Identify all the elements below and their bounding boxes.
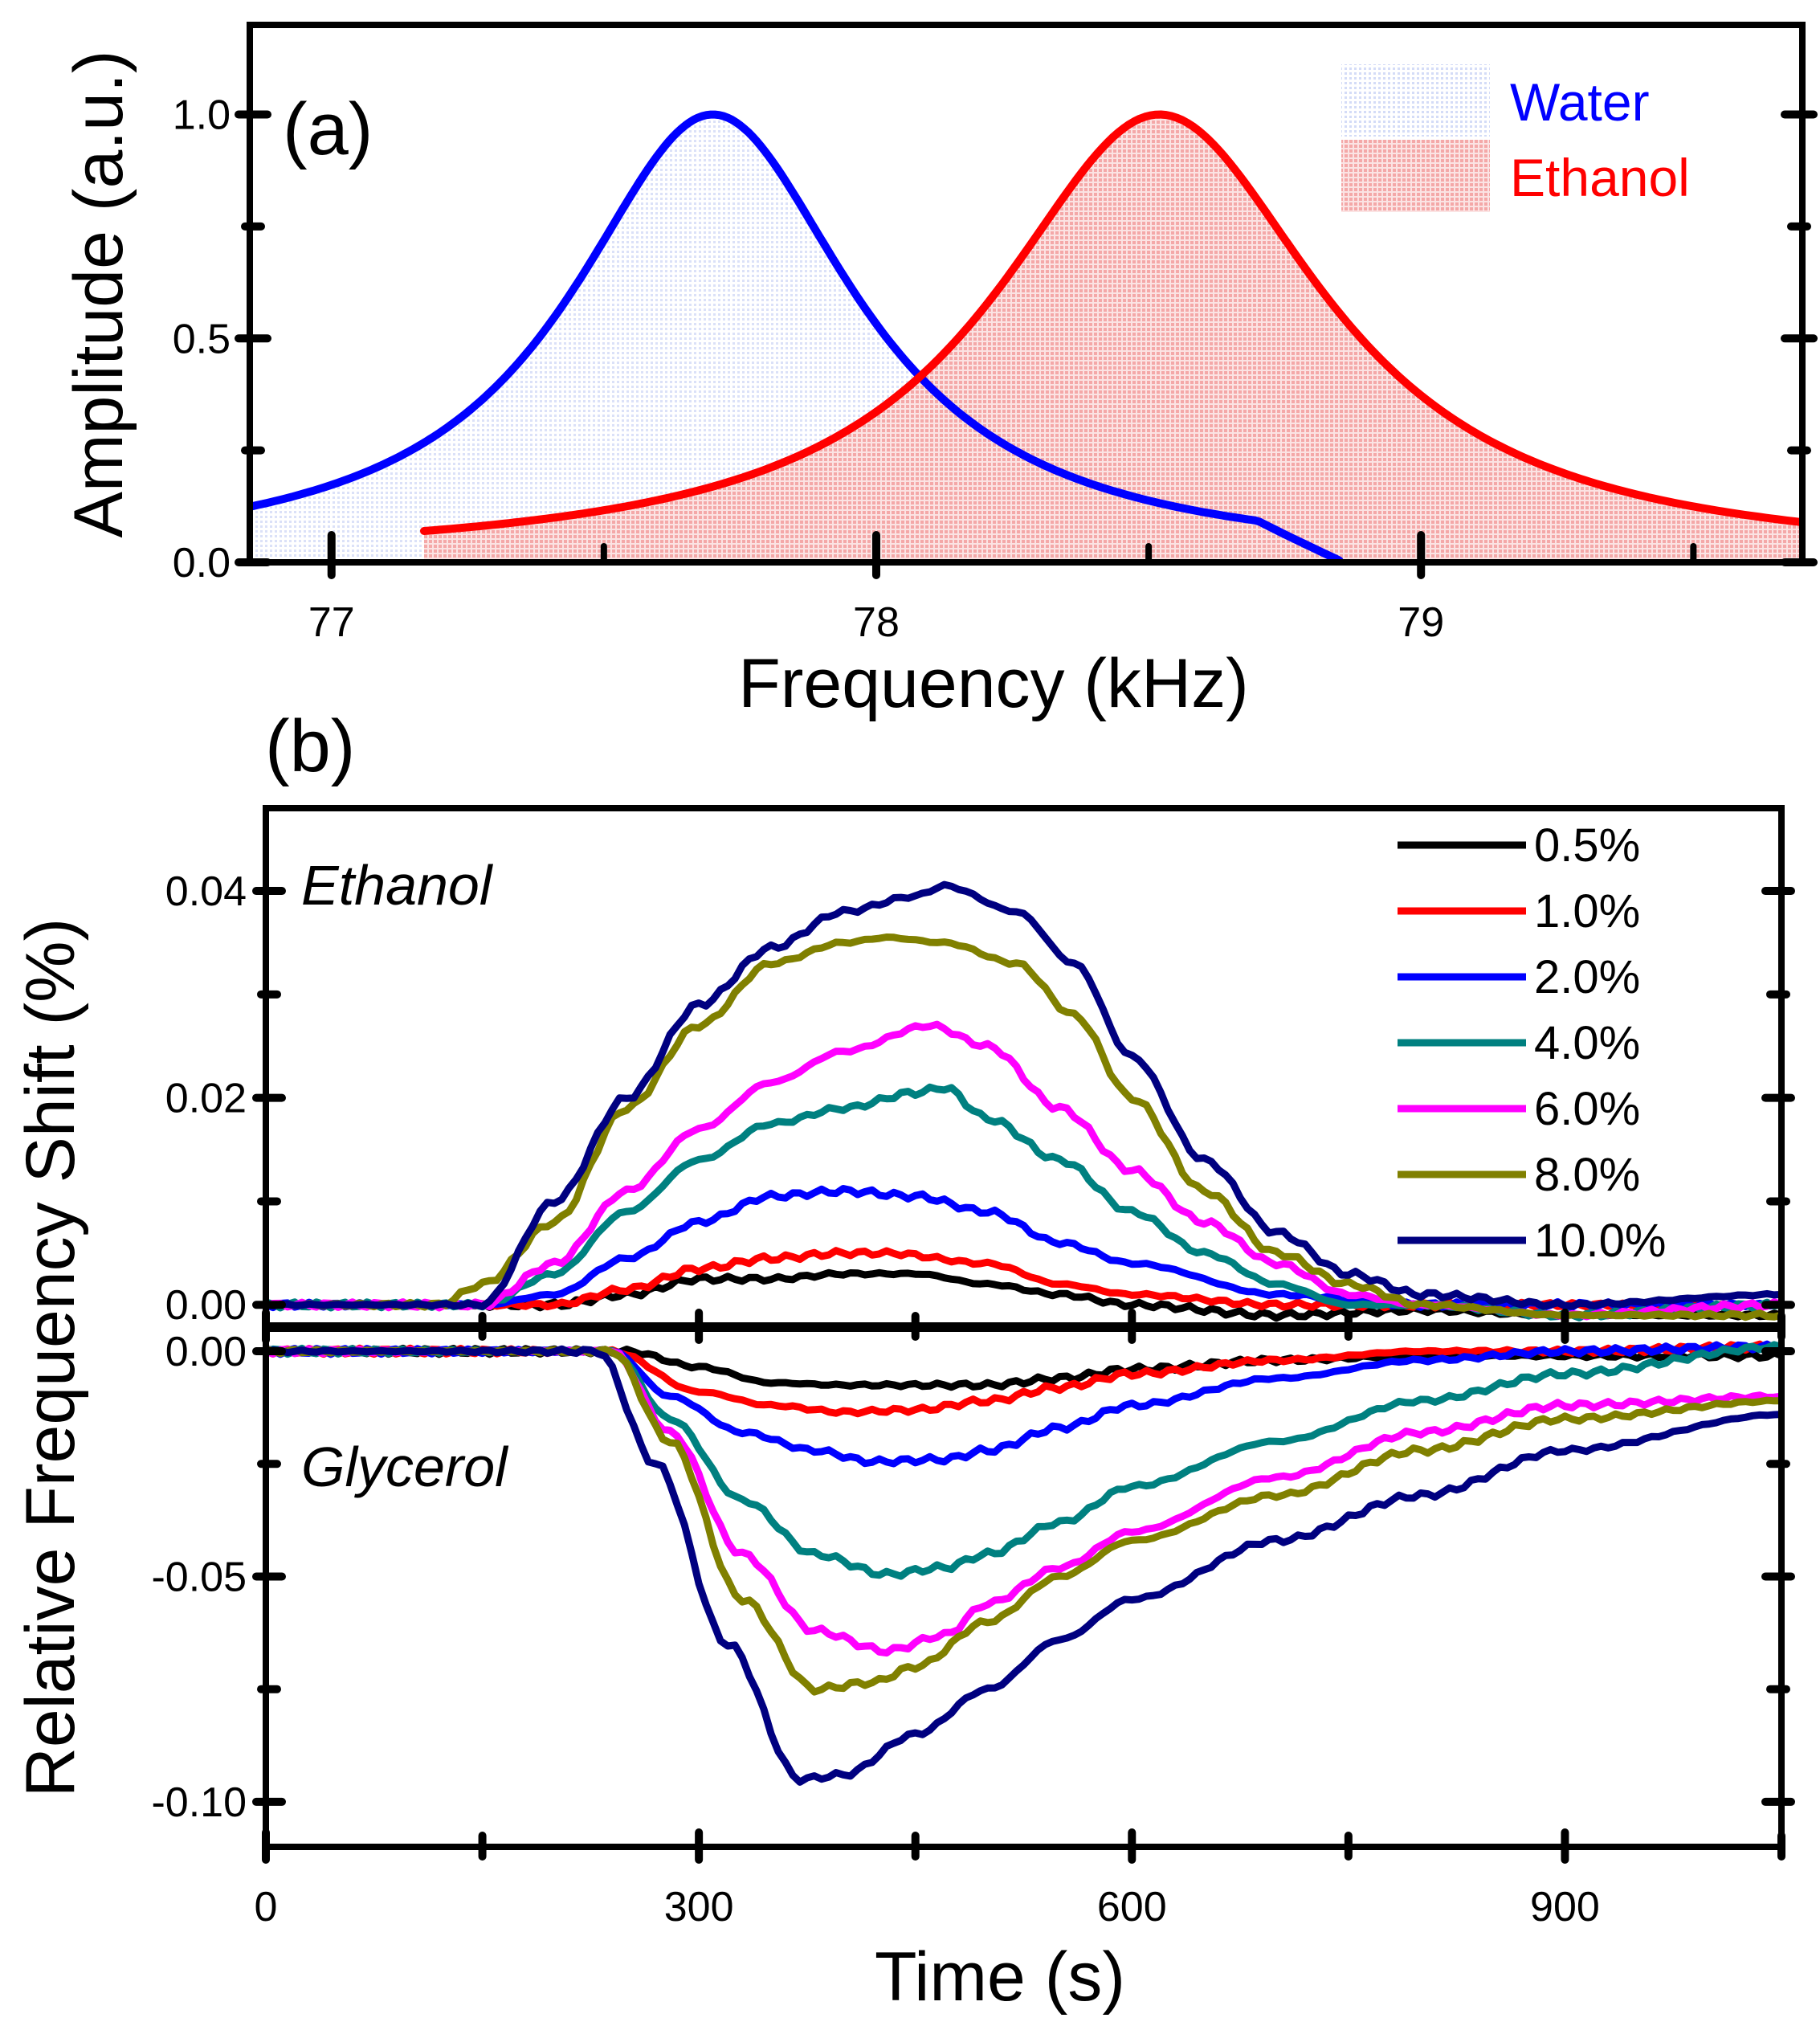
- y-tick-label: 0.5: [173, 316, 231, 362]
- x-tick-label: 77: [308, 599, 355, 646]
- panel-b-glycerol-frame: [263, 1326, 1785, 1850]
- glycerol-annotation: Glycerol: [301, 1436, 509, 1498]
- panel-b-label: (b): [265, 705, 355, 787]
- legend-swatch-water: [1341, 64, 1490, 137]
- series-ethanol-area: [424, 114, 1802, 562]
- y-tick-label-glycerol: -0.05: [151, 1554, 247, 1600]
- panel-a-label: (a): [283, 88, 373, 170]
- y-tick-label-ethanol: 0.02: [165, 1076, 247, 1122]
- panel-a: (a) 77 78 79 0.0 0.5 1.0 Water Ethanol Frequen…: [60, 22, 1818, 722]
- legend-swatch-ethanol: [1341, 140, 1490, 212]
- y-tick-label: 0.0: [173, 540, 231, 586]
- panel-b-ethanol-lines: [266, 880, 1781, 1322]
- legend-label-water: Water: [1510, 72, 1650, 132]
- y-tick-label-ethanol: 0.00: [165, 1282, 247, 1329]
- legend-label-2-0: 2.0%: [1534, 951, 1640, 1003]
- panel-b: (b) 0 300 600 900 0.00 0.02 0.04 0.00 -0.05 -0.10…: [12, 705, 1795, 2016]
- x-tick-label: 0: [255, 1884, 278, 1930]
- panel-b-x-axis-title: Time (s): [875, 1938, 1125, 2016]
- x-tick-label: 78: [853, 599, 900, 646]
- legend-label-4-0: 4.0%: [1534, 1017, 1640, 1069]
- x-tick-label: 900: [1530, 1884, 1600, 1930]
- series-water-line: [250, 110, 1344, 562]
- legend-label-10-0: 10.0%: [1534, 1215, 1666, 1267]
- ethanol-annotation: Ethanol: [301, 854, 494, 917]
- y-tick-label-glycerol: -0.10: [151, 1779, 247, 1826]
- glycerol-series-10-0: [266, 1345, 1781, 1786]
- legend-label-0-5: 0.5%: [1534, 819, 1640, 872]
- panel-a-lines: [250, 110, 1802, 562]
- x-tick-label: 600: [1097, 1884, 1167, 1930]
- panel-a-x-axis-title: Frequency (kHz): [738, 645, 1249, 722]
- panel-b-y-axis-title: Relative Frequency Shift (%): [12, 918, 89, 1798]
- x-tick-label: 300: [664, 1884, 734, 1930]
- y-tick-label: 1.0: [173, 92, 231, 139]
- legend-label-6-0: 6.0%: [1534, 1083, 1640, 1135]
- panel-b-legend: 0.5% 1.0% 2.0% 4.0% 6.0% 8.0% 10.0%: [1398, 819, 1666, 1267]
- legend-label-8-0: 8.0%: [1534, 1149, 1640, 1201]
- legend-label-ethanol: Ethanol: [1510, 148, 1690, 207]
- y-tick-label-ethanol: 0.04: [165, 868, 247, 915]
- panel-a-frame: [247, 22, 1806, 566]
- ethanol-series-10-0: [266, 880, 1781, 1310]
- x-tick-label: 79: [1398, 599, 1444, 646]
- panel-a-fills: [250, 114, 1802, 562]
- series-ethanol-line: [420, 110, 1802, 535]
- y-tick-label-glycerol: 0.00: [165, 1329, 247, 1375]
- legend-label-1-0: 1.0%: [1534, 885, 1640, 937]
- series-water-area: [250, 114, 1340, 562]
- panel-a-legend: Water Ethanol: [1341, 64, 1690, 212]
- panel-b-glycerol-lines: [266, 1340, 1781, 1786]
- panel-a-y-axis-title: Amplitude (a.u.): [60, 50, 137, 537]
